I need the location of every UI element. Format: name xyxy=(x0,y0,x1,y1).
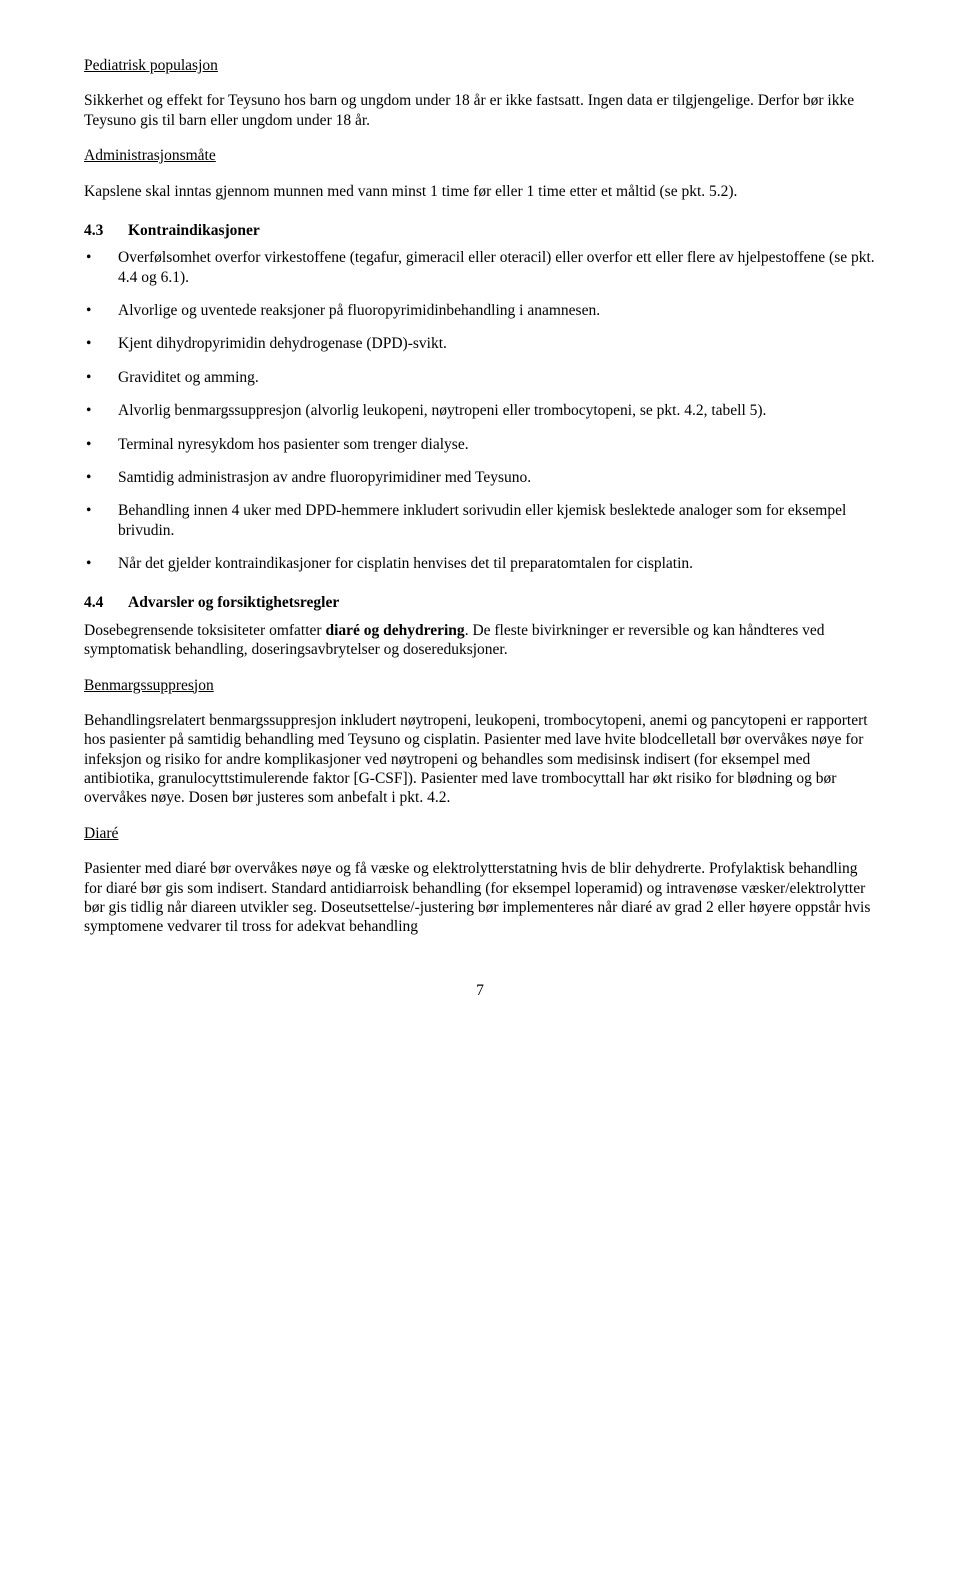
contraindications-list: Overfølsomhet overfor virkestoffene (teg… xyxy=(84,248,876,573)
paragraph-diarrhea: Pasienter med diaré bør overvåkes nøye o… xyxy=(84,859,876,937)
text: Dosebegrensende toksisiteter omfatter xyxy=(84,622,325,639)
list-item: Alvorlig benmargssuppresjon (alvorlig le… xyxy=(84,401,876,420)
list-item: Samtidig administrasjon av andre fluorop… xyxy=(84,468,876,487)
paragraph-bone-marrow: Behandlingsrelatert benmargssuppresjon i… xyxy=(84,711,876,808)
paragraph-pediatric: Sikkerhet og effekt for Teysuno hos barn… xyxy=(84,91,876,130)
heading-administration: Administrasjonsmåte xyxy=(84,146,876,165)
list-item: Graviditet og amming. xyxy=(84,368,876,387)
list-item: Når det gjelder kontraindikasjoner for c… xyxy=(84,554,876,573)
paragraph-administration: Kapslene skal inntas gjennom munnen med … xyxy=(84,182,876,201)
section-title: Advarsler og forsiktighetsregler xyxy=(128,594,339,611)
section-4-3-heading: 4.3Kontraindikasjoner xyxy=(84,221,876,240)
list-item: Alvorlige og uventede reaksjoner på fluo… xyxy=(84,301,876,320)
section-4-4-heading: 4.4Advarsler og forsiktighetsregler xyxy=(84,593,876,612)
heading-bone-marrow: Benmargssuppresjon xyxy=(84,676,876,695)
section-title: Kontraindikasjoner xyxy=(128,222,260,239)
list-item: Kjent dihydropyrimidin dehydrogenase (DP… xyxy=(84,334,876,353)
page-number: 7 xyxy=(84,981,876,1000)
bold-text: diaré og dehydrering xyxy=(325,622,464,639)
heading-diarrhea: Diaré xyxy=(84,824,876,843)
list-item: Behandling innen 4 uker med DPD-hemmere … xyxy=(84,501,876,540)
list-item: Overfølsomhet overfor virkestoffene (teg… xyxy=(84,248,876,287)
list-item: Terminal nyresykdom hos pasienter som tr… xyxy=(84,435,876,454)
paragraph-tox-intro: Dosebegrensende toksisiteter omfatter di… xyxy=(84,621,876,660)
section-number: 4.3 xyxy=(84,221,128,240)
heading-pediatric: Pediatrisk populasjon xyxy=(84,56,876,75)
section-number: 4.4 xyxy=(84,593,128,612)
